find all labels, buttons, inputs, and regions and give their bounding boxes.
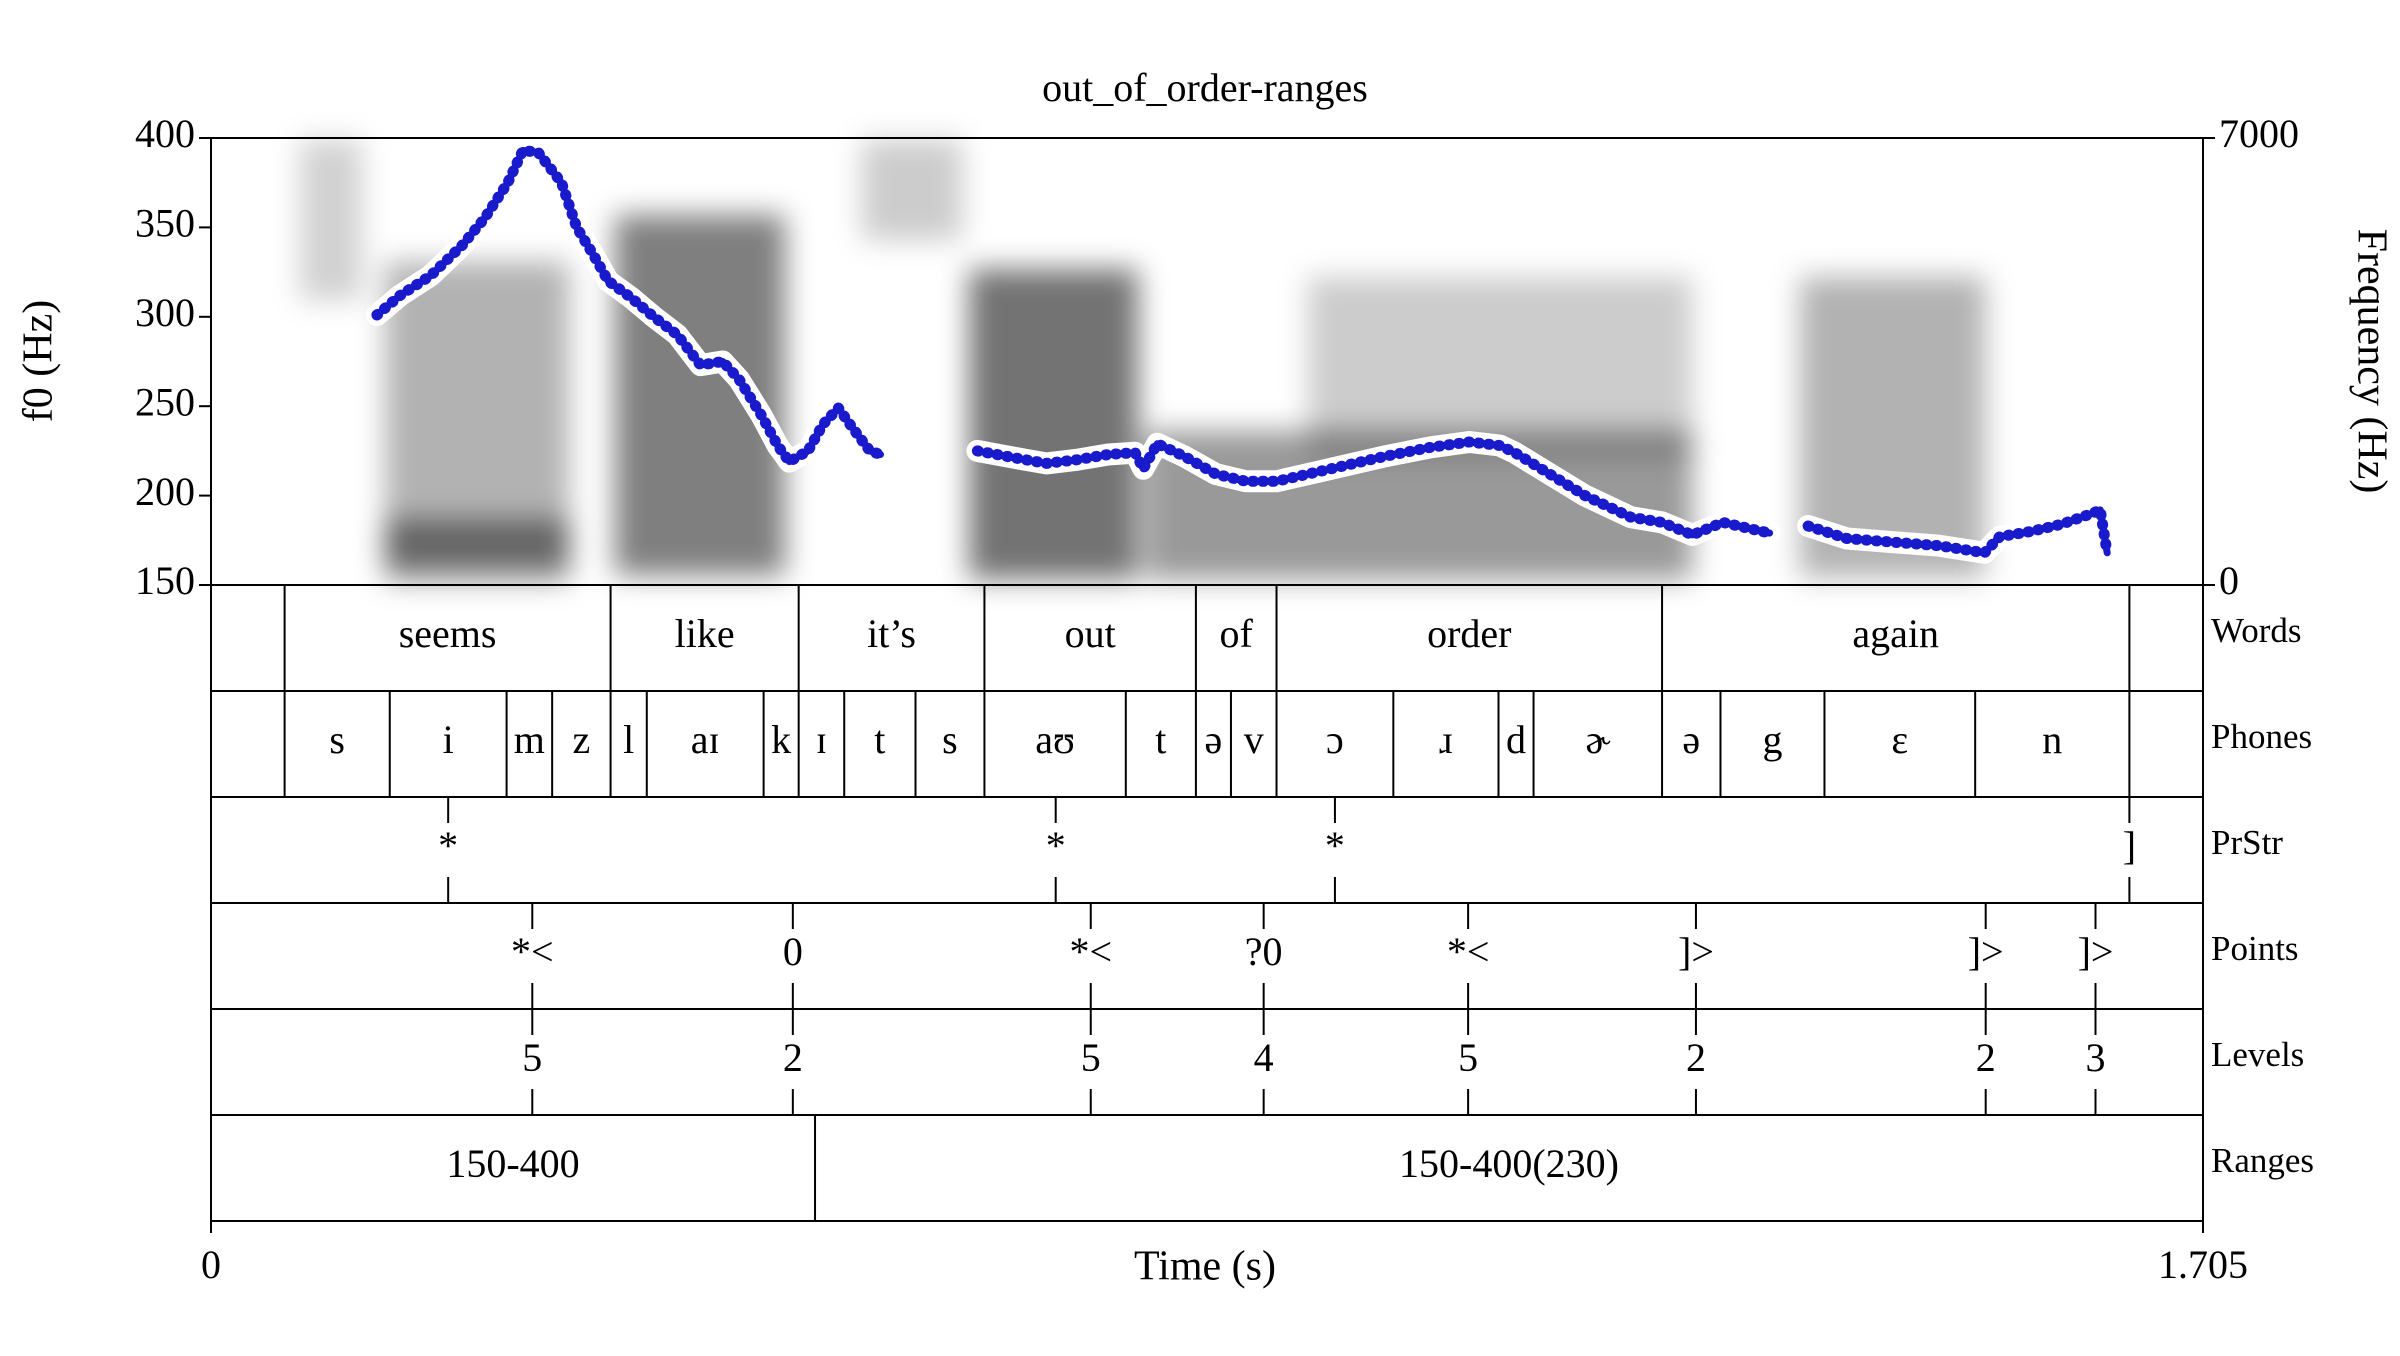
interval-label: ɛ bbox=[1891, 717, 1908, 762]
y-tick-label: 350 bbox=[135, 201, 195, 246]
point-label: * bbox=[438, 823, 458, 868]
point-label: 2 bbox=[1976, 1035, 1996, 1080]
point-label: * bbox=[1325, 823, 1345, 868]
point-label: * bbox=[1046, 823, 1066, 868]
y-tick-label: 300 bbox=[135, 290, 195, 335]
point-label: 4 bbox=[1254, 1035, 1274, 1080]
point-label: 5 bbox=[1458, 1035, 1478, 1080]
y-tick-label: 200 bbox=[135, 469, 195, 514]
interval-label: g bbox=[1762, 717, 1782, 762]
tier-name: Levels bbox=[2211, 1035, 2304, 1074]
interval-label: aʊ bbox=[1035, 717, 1075, 762]
tier-frame bbox=[210, 902, 2204, 1010]
y2-tick-label: 0 bbox=[2219, 558, 2239, 603]
y2-tick-label: 7000 bbox=[2219, 111, 2299, 156]
interval-label: l bbox=[623, 717, 634, 762]
point-label: *< bbox=[1069, 929, 1112, 974]
interval-label: order bbox=[1427, 611, 1511, 656]
tier-frame bbox=[210, 1008, 2204, 1116]
interval-label: it’s bbox=[867, 611, 916, 656]
interval-label: i bbox=[443, 717, 454, 762]
interval-label: ɪ bbox=[816, 717, 827, 762]
interval-label: 150-400 bbox=[446, 1141, 579, 1186]
x-tick-label: 0 bbox=[201, 1242, 221, 1287]
chart-title: out_of_order-ranges bbox=[1042, 65, 1368, 110]
point-label: 3 bbox=[2086, 1035, 2106, 1080]
point-label: 0 bbox=[783, 929, 803, 974]
spectrogram bbox=[300, 140, 1985, 580]
interval-label: m bbox=[514, 717, 545, 762]
interval-label: aɪ bbox=[691, 717, 720, 762]
pitch-line-core bbox=[373, 147, 2111, 557]
point-label: ]> bbox=[1678, 929, 1714, 974]
point-label: *< bbox=[1447, 929, 1490, 974]
interval-label: t bbox=[1155, 717, 1166, 762]
interval-label: z bbox=[572, 717, 590, 762]
point-label: ] bbox=[2123, 823, 2136, 868]
point-label: *< bbox=[511, 929, 554, 974]
x-axis-title: Time (s) bbox=[1134, 1244, 1276, 1290]
point-label: ]> bbox=[1968, 929, 2004, 974]
y-axis-title: f0 (Hz) bbox=[16, 300, 62, 422]
interval-label: s bbox=[942, 717, 958, 762]
interval-label: n bbox=[2042, 717, 2062, 762]
interval-label: like bbox=[675, 611, 735, 656]
tier-frame bbox=[210, 796, 2204, 904]
tier-name: Words bbox=[2211, 611, 2302, 650]
tier-name: PrStr bbox=[2211, 823, 2283, 862]
interval-label: t bbox=[874, 717, 885, 762]
y-tick-label: 250 bbox=[135, 379, 195, 424]
interval-label: ɚ bbox=[1585, 717, 1611, 762]
interval-label: seems bbox=[399, 611, 497, 656]
interval-label: out bbox=[1065, 611, 1116, 656]
point-label: ]> bbox=[2078, 929, 2114, 974]
x-tick-label: 1.705 bbox=[2158, 1242, 2248, 1287]
interval-label: again bbox=[1852, 611, 1939, 656]
point-label: ?0 bbox=[1245, 929, 1283, 974]
tier-name: Points bbox=[2211, 929, 2299, 968]
interval-label: ɹ bbox=[1439, 717, 1452, 762]
point-label: 5 bbox=[522, 1035, 542, 1080]
y2-axis-title: Frequency (Hz) bbox=[2348, 229, 2394, 494]
point-label: 2 bbox=[783, 1035, 803, 1080]
y-tick-label: 400 bbox=[135, 111, 195, 156]
interval-label: 150-400(230) bbox=[1399, 1141, 1619, 1186]
y-tick-label: 150 bbox=[135, 558, 195, 603]
interval-label: s bbox=[329, 717, 345, 762]
interval-label: k bbox=[771, 717, 791, 762]
tier-name: Phones bbox=[2211, 717, 2312, 756]
interval-label: ə bbox=[1682, 717, 1700, 762]
point-label: 2 bbox=[1686, 1035, 1706, 1080]
interval-label: ɔ bbox=[1326, 717, 1344, 762]
interval-label: v bbox=[1244, 717, 1264, 762]
interval-label: of bbox=[1220, 611, 1254, 656]
tier-name: Ranges bbox=[2211, 1141, 2314, 1180]
tier-frame bbox=[210, 1114, 2204, 1222]
interval-label: ə bbox=[1205, 717, 1223, 762]
point-label: 5 bbox=[1081, 1035, 1101, 1080]
interval-label: d bbox=[1506, 717, 1526, 762]
